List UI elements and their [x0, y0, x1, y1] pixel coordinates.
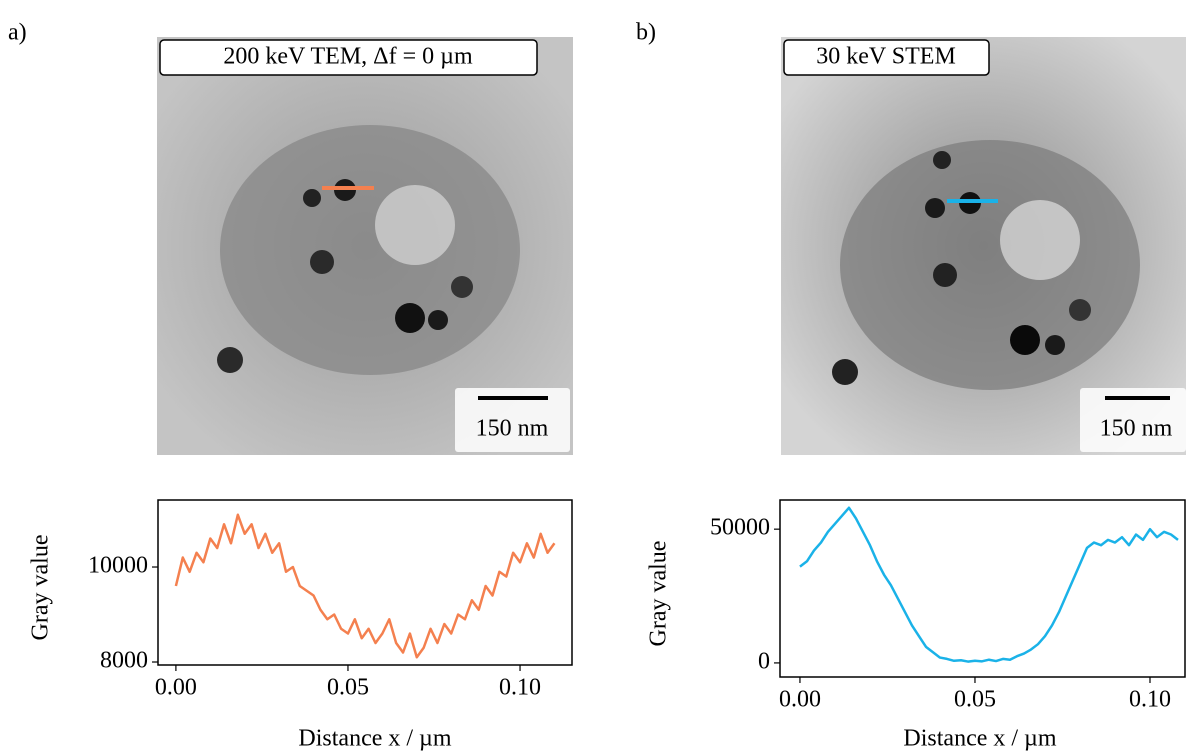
x-tick-label: 0.05: [954, 687, 996, 713]
x-tick-label: 0.10: [499, 675, 541, 701]
x-axis-label: Distance x / µm: [903, 726, 1056, 752]
scale-bar-label: 150 nm: [476, 416, 549, 442]
plot-frame: [779, 499, 1186, 678]
image-label: 30 keV STEM: [816, 44, 956, 70]
y-axis-label: Gray value: [28, 535, 54, 641]
y-tick-label: 50000: [710, 515, 770, 541]
x-tick-label: 0.00: [155, 675, 197, 701]
y-tick-label: 8000: [100, 648, 148, 674]
scale-bar-box: [455, 388, 570, 452]
y-tick-label: 0: [758, 648, 770, 674]
micrograph-b: [781, 37, 1186, 455]
y-tick-label: 10000: [88, 553, 148, 579]
y-axis-label: Gray value: [646, 541, 672, 647]
x-axis-label: Distance x / µm: [298, 726, 451, 752]
plot-frame: [157, 499, 573, 666]
image-label: 200 keV TEM, Δf = 0 µm: [223, 44, 473, 70]
image-label-box: [783, 39, 990, 76]
x-tick-label: 0.00: [779, 687, 821, 713]
micrograph-a: [157, 37, 573, 455]
x-tick-label: 0.10: [1129, 687, 1171, 713]
scale-bar-label: 150 nm: [1100, 416, 1173, 442]
x-tick-label: 0.05: [327, 675, 369, 701]
image-label-box: [159, 39, 538, 76]
data-line: [799, 506, 1179, 663]
data-line: [174, 513, 556, 659]
scale-bar-box: [1080, 388, 1186, 452]
panel-label: a): [8, 20, 27, 46]
panel-label: b): [636, 20, 656, 46]
